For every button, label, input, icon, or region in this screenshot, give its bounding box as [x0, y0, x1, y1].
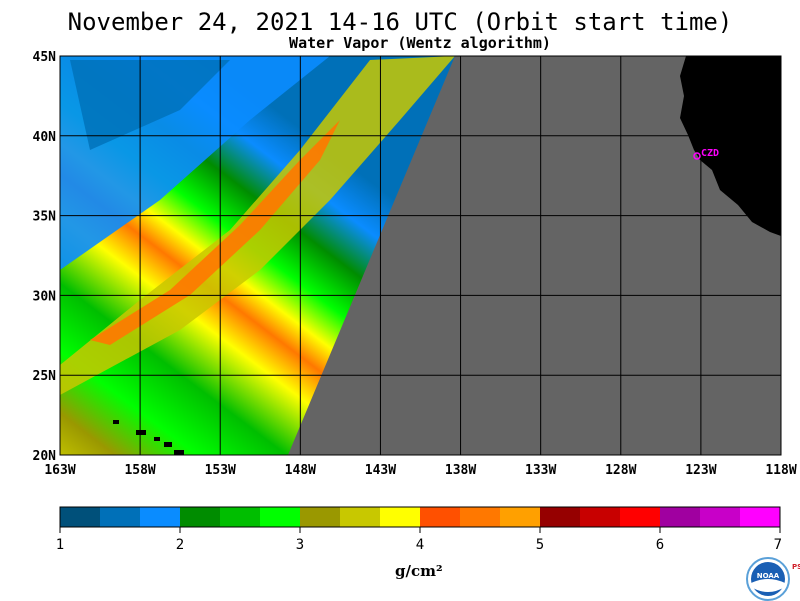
- hawaii-island: [174, 450, 184, 455]
- lon-label: 143W: [365, 463, 396, 478]
- station-marker: [693, 152, 701, 160]
- map-title: November 24, 2021 14-16 UTC (Orbit start…: [67, 8, 733, 36]
- lon-label: 123W: [685, 463, 716, 478]
- lon-label: 128W: [605, 463, 636, 478]
- lat-label: 45N: [33, 50, 57, 65]
- colorbar-tick-label: 3: [296, 537, 304, 553]
- colorbar-swatch: [140, 507, 181, 527]
- lon-label: 133W: [525, 463, 556, 478]
- colorbar-swatch: [740, 507, 781, 527]
- lon-label: 153W: [205, 463, 236, 478]
- longitude-labels: 163W 158W 153W 148W 143W 138W 133W 128W 123W 118W: [44, 463, 796, 478]
- colorbar-swatch: [380, 507, 421, 527]
- colorbar-ticks: 1 2 3 4 5 6 7: [56, 527, 782, 553]
- lat-label: 20N: [33, 449, 57, 464]
- lon-label: 148W: [285, 463, 316, 478]
- colorbar-swatch: [420, 507, 461, 527]
- colorbar-tick-label: 1: [56, 537, 64, 553]
- colorbar-swatch: [540, 507, 581, 527]
- noaa-logo-text: NOAA: [757, 572, 780, 580]
- colorbar-swatch: [620, 507, 661, 527]
- lat-label: 25N: [33, 369, 57, 384]
- colorbar-swatch: [60, 507, 101, 527]
- lon-label: 138W: [445, 463, 476, 478]
- colorbar-swatch: [100, 507, 141, 527]
- hawaii-island: [136, 430, 146, 435]
- driest-region: [70, 60, 230, 150]
- lat-lon-grid: [60, 56, 781, 455]
- psl-logo-text: PSL: [792, 563, 800, 571]
- colorbar-tick-label: 7: [774, 537, 782, 553]
- map-frame: [59, 55, 782, 456]
- colorbar-unit: g/cm²: [395, 562, 443, 580]
- colorbar-swatch: [500, 507, 541, 527]
- hawaii-island: [154, 437, 160, 441]
- lon-label: 163W: [44, 463, 75, 478]
- colorbar-swatch: [180, 507, 221, 527]
- colorbar-swatches: [60, 507, 781, 527]
- colorbar-swatch: [580, 507, 621, 527]
- lat-label: 30N: [33, 289, 57, 304]
- colorbar-swatch: [340, 507, 381, 527]
- noaa-logo: NOAA: [746, 557, 790, 601]
- colorbar-swatch: [220, 507, 261, 527]
- colorbar-tick-label: 5: [536, 537, 544, 553]
- colorbar-swatch: [660, 507, 701, 527]
- hawaii-island: [113, 420, 119, 424]
- lat-label: 40N: [33, 130, 57, 145]
- hawaii-island: [164, 442, 172, 447]
- map-subtitle: Water Vapor (Wentz algorithm): [289, 34, 551, 52]
- lat-label: 35N: [33, 210, 57, 225]
- colorbar-swatch: [260, 507, 301, 527]
- land-california: [680, 56, 781, 236]
- colorbar-swatch: [700, 507, 741, 527]
- station-label: CZD: [701, 148, 719, 159]
- colorbar-tick-label: 6: [656, 537, 664, 553]
- lon-label: 118W: [765, 463, 796, 478]
- latitude-labels: 45N 40N 35N 30N 25N 20N: [33, 50, 57, 464]
- lon-label: 158W: [124, 463, 155, 478]
- colorbar-tick-label: 4: [416, 537, 424, 553]
- colorbar-tick-label: 2: [176, 537, 184, 553]
- colorbar-swatch: [460, 507, 501, 527]
- colorbar-swatch: [300, 507, 341, 527]
